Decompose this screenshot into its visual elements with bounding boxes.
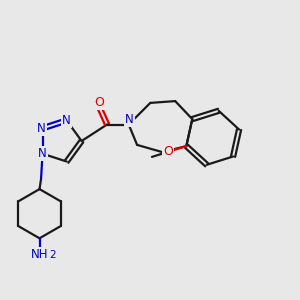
- Text: 2: 2: [49, 250, 56, 260]
- Text: N: N: [125, 112, 134, 126]
- Text: N: N: [38, 147, 47, 160]
- Text: N: N: [62, 114, 71, 127]
- Text: O: O: [94, 96, 104, 109]
- Text: O: O: [163, 146, 172, 158]
- Text: NH: NH: [31, 248, 48, 261]
- Text: N: N: [37, 122, 45, 135]
